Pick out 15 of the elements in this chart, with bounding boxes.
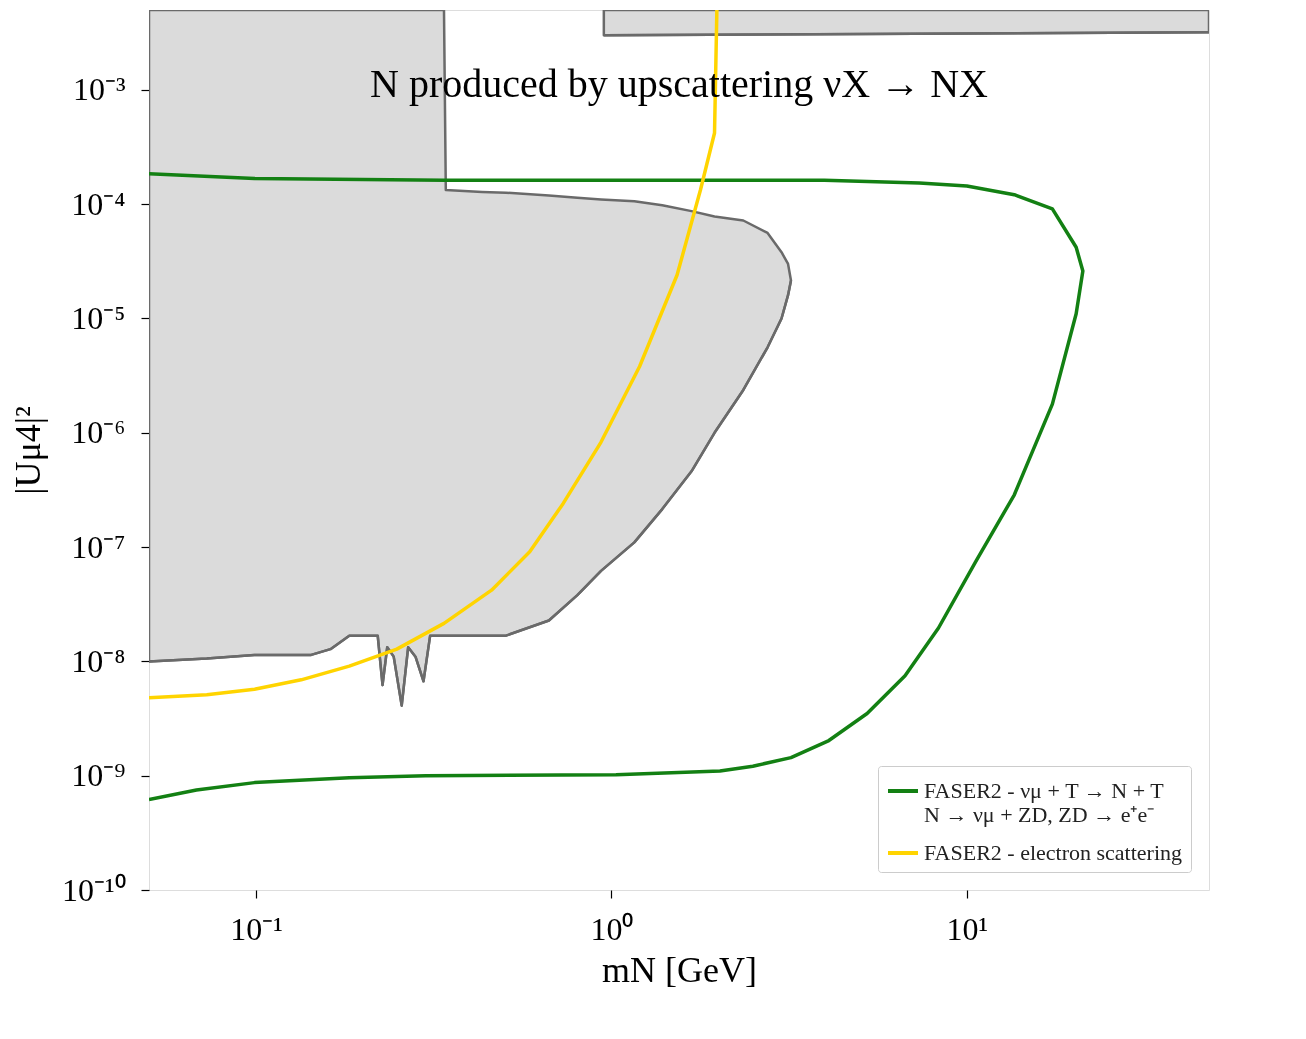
legend-label: FASER2 - electron scattering xyxy=(924,840,1183,865)
y-tick-label: 10⁻⁴ xyxy=(71,185,126,222)
y-tick-label: 10⁻³ xyxy=(72,71,126,108)
x-tick-label: 10⁻¹ xyxy=(230,910,283,947)
x-axis-title: mN [GeV] xyxy=(602,949,757,990)
y-tick-label: 10⁻⁹ xyxy=(71,757,126,794)
y-tick-label: 10⁻⁸ xyxy=(71,642,126,679)
y-axis-title: |Uμ4|² xyxy=(7,406,48,495)
x-tick-label: 10¹ xyxy=(946,910,989,947)
x-tick-label: 10⁰ xyxy=(590,910,634,947)
y-tick-label: 10⁻⁵ xyxy=(71,299,126,336)
y-tick-label: 10⁻⁷ xyxy=(71,528,126,565)
y-tick-label: 10⁻⁶ xyxy=(71,414,126,451)
legend-label: FASER2 - νμ + T → N + T N → νμ + ZD, ZD → e⁺e⁻ xyxy=(924,778,1165,827)
y-tick-label: 10⁻¹⁰ xyxy=(61,871,126,908)
